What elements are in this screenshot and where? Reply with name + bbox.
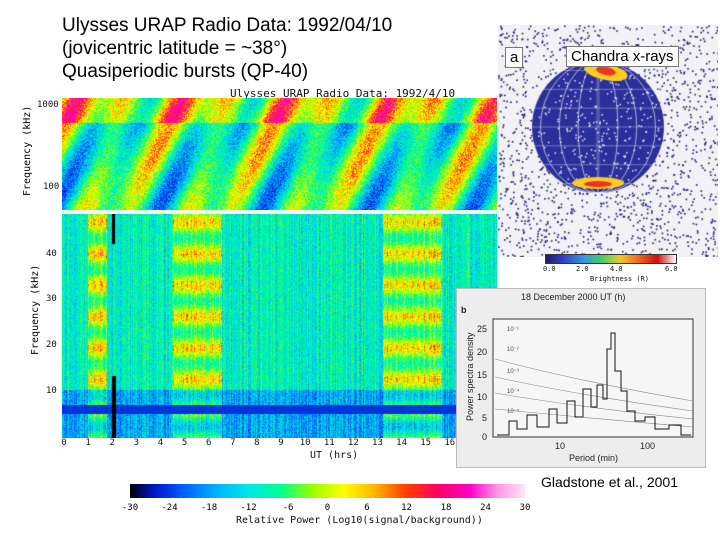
title-line-3: Quasiperiodic bursts (QP-40)	[62, 61, 309, 82]
colorbar-tick: -18	[200, 503, 218, 513]
psd-ytick-0: 0	[482, 432, 487, 442]
colorbar-tick: -24	[161, 503, 178, 513]
power-spectra-plot: 18 December 2000 UT (h) b Power spectra …	[461, 292, 694, 463]
relative-power-colorbar	[130, 484, 525, 498]
brightness-label: Brightness (R)	[590, 275, 650, 283]
xtick: 16	[444, 438, 456, 448]
psd-ytick-15: 15	[477, 370, 487, 380]
xtick: 8	[254, 438, 260, 448]
ytick-20: 20	[46, 340, 57, 350]
brightness-tick-6: 6.0	[665, 265, 678, 273]
colorbar-tick: -12	[240, 503, 257, 513]
chandra-label: Chandra x-rays	[566, 46, 679, 67]
ytick-top-1000: 1000	[37, 100, 59, 110]
xtick: 15	[420, 438, 432, 448]
ytick-10: 10	[46, 386, 57, 396]
xtick: 6	[205, 438, 212, 448]
psd-plot-frame	[492, 318, 694, 438]
chandra-panel-letter: a	[505, 47, 524, 68]
psd-panel-letter: b	[461, 305, 467, 315]
brightness-colorbar	[545, 254, 677, 264]
svg-text:10⁻¹: 10⁻¹	[507, 327, 519, 333]
panel-divider	[62, 210, 497, 214]
psd-xtick-10: 10	[555, 441, 565, 451]
colorbar-tick: 30	[519, 503, 531, 513]
psd-xlabel: Period (min)	[569, 453, 618, 463]
psd-ytick-5: 5	[482, 413, 487, 423]
colorbar-tick: 0	[324, 503, 331, 513]
colorbar-tick: 18	[440, 503, 452, 513]
spectrogram-inner-title: Ulysses URAP Radio Data: 1992/4/10	[230, 87, 456, 100]
psd-ytick-10: 10	[477, 392, 487, 402]
xtick: 0	[61, 438, 67, 448]
colorbar-tick: -6	[282, 503, 294, 513]
xtick: 3	[133, 438, 140, 448]
psd-reference-curves	[494, 358, 694, 428]
ytick-30: 30	[46, 294, 57, 304]
spectrogram-low-freq-panel	[62, 214, 497, 438]
xtick: 10	[299, 438, 311, 448]
colorbar-tick: 6	[364, 503, 370, 513]
psd-ylabel: Power spectra density	[465, 332, 475, 421]
xtick: 14	[396, 438, 407, 448]
x-axis-label: UT (hrs)	[310, 450, 359, 461]
colorbar-label: Relative Power (Log10(signal/background)…	[236, 515, 483, 526]
xtick: 1	[85, 438, 91, 448]
colorbar-tick: -30	[121, 503, 139, 513]
title-line-2: (jovicentric latitude = ~38°)	[62, 38, 288, 59]
xtick: 13	[372, 438, 383, 448]
xtick: 2	[109, 438, 115, 448]
xtick: 9	[278, 438, 284, 448]
xtick: 11	[323, 438, 335, 448]
ytick-top-100: 100	[43, 182, 60, 192]
colorbar-tick: 24	[480, 503, 491, 513]
brightness-tick-0: 0.0	[543, 265, 556, 273]
slide-title: Ulysses URAP Radio Data: 1992/04/10 (jov…	[62, 14, 392, 83]
title-line-1: Ulysses URAP Radio Data: 1992/04/10	[62, 15, 393, 36]
bottom-ylabel: Frequency (kHz)	[30, 264, 41, 355]
psd-ytick-20: 20	[477, 347, 487, 357]
spectrogram-high-freq-panel	[62, 98, 497, 210]
psd-xtick-100: 100	[640, 441, 655, 451]
brightness-tick-2: 2.0	[576, 265, 589, 273]
xtick: 5	[181, 438, 188, 448]
power-spectra-panel: 18 December 2000 UT (h) b Power spectra …	[456, 288, 706, 468]
svg-text:10⁻²: 10⁻²	[507, 347, 519, 353]
xtick: 4	[157, 438, 164, 448]
radio-spectrogram	[62, 98, 497, 438]
citation-text: Gladstone et al., 2001	[541, 474, 678, 490]
svg-text:10⁻³: 10⁻³	[507, 369, 519, 375]
colorbar-tick: 12	[401, 503, 412, 513]
brightness-tick-4: 4.0	[610, 265, 623, 273]
xtick: 12	[347, 438, 359, 448]
psd-ytick-25: 25	[477, 324, 487, 334]
ytick-40: 40	[46, 249, 57, 259]
top-ylabel: Frequency (kHz)	[22, 105, 33, 196]
svg-text:10⁻⁴: 10⁻⁴	[507, 388, 520, 395]
xtick: 7	[230, 438, 236, 448]
psd-header: 18 December 2000 UT (h)	[521, 292, 625, 302]
svg-text:10⁻⁵: 10⁻⁵	[507, 408, 520, 415]
psd-curve-labels: 10⁻¹ 10⁻² 10⁻³ 10⁻⁴ 10⁻⁵	[507, 327, 520, 415]
psd-spectrum-line	[497, 332, 691, 436]
